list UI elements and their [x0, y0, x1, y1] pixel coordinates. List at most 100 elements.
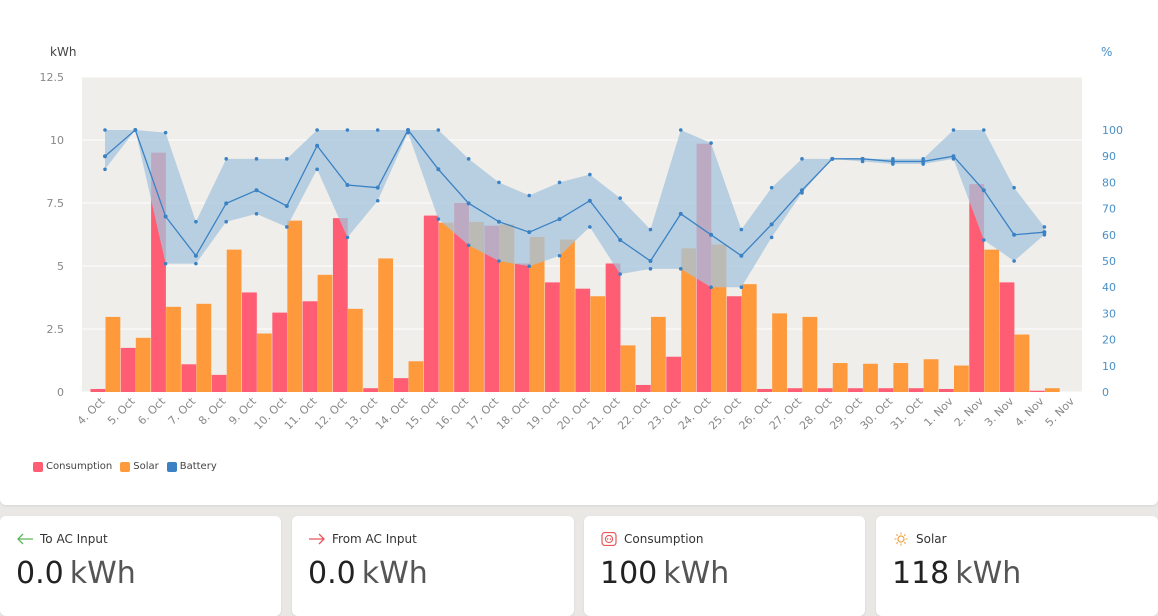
battery-min-point	[315, 167, 319, 172]
stat-title: From AC Input	[332, 532, 417, 546]
battery-point	[860, 156, 865, 161]
battery-min-point	[285, 225, 289, 229]
consumption-bar	[484, 225, 500, 392]
battery-point	[406, 128, 411, 132]
stat-title: To AC Input	[40, 532, 108, 546]
consumption-bar	[423, 215, 439, 392]
battery-point	[587, 198, 592, 203]
consumption-bar	[817, 388, 833, 392]
legend-swatch-battery	[166, 461, 177, 472]
battery-point	[193, 253, 198, 258]
consumption-bar	[302, 301, 318, 392]
x-tick-label: 5. Oct	[105, 394, 138, 427]
consumption-bar	[1029, 390, 1045, 392]
y-tick-label: 5	[57, 260, 64, 273]
stat-card-to-ac-input: To AC Input 0.0 kWh	[0, 516, 281, 616]
battery-point	[921, 159, 926, 164]
battery-max-point	[254, 157, 259, 161]
battery-max-point	[163, 130, 168, 135]
stat-value: 118 kWh	[892, 556, 1022, 591]
x-tick-label: 31. Oct	[888, 394, 926, 432]
solar-bar	[863, 363, 878, 392]
x-tick-label: 14. Oct	[373, 394, 411, 432]
y2-tick-label: 0	[1102, 386, 1109, 399]
battery-max-point	[739, 227, 744, 232]
battery-point	[436, 167, 441, 172]
y2-tick-label: 60	[1102, 229, 1116, 242]
battery-point	[648, 259, 653, 263]
consumption-bar	[666, 356, 682, 392]
battery-point	[557, 217, 562, 222]
stat-title: Consumption	[624, 532, 704, 546]
battery-point	[466, 201, 471, 206]
y-tick-label: 12.5	[40, 71, 65, 84]
battery-min-point	[497, 259, 501, 263]
battery-min-point	[163, 261, 168, 266]
power-outlet-icon	[601, 532, 617, 546]
solar-bar	[499, 224, 515, 392]
solar-bar	[772, 313, 787, 392]
legend-item-solar[interactable]: Solar	[120, 461, 159, 472]
y2-tick-label: 50	[1102, 255, 1116, 268]
solar-bar	[741, 284, 757, 392]
y2-tick-label: 20	[1102, 334, 1116, 347]
legend-item-battery[interactable]: Battery	[166, 461, 217, 472]
stat-card-from-ac-input: From AC Input 0.0 kWh	[292, 516, 574, 616]
chart-card: 0 2.5 5 7.5 10 12.5 0 10 20 30 40 50 60 70 80 90 100 kWh%…	[0, 0, 1158, 505]
chart-legend: Consumption Solar Battery	[33, 461, 217, 472]
battery-min-point	[375, 198, 380, 203]
battery-point	[496, 219, 501, 224]
battery-min-point	[648, 267, 653, 271]
x-tick-label: 13. Oct	[343, 394, 381, 432]
stat-value: 100 kWh	[600, 556, 730, 591]
legend-item-consumption[interactable]: Consumption	[33, 461, 112, 472]
battery-max-point	[951, 128, 956, 132]
battery-max-point	[375, 128, 380, 132]
x-tick-label: 18. Oct	[494, 394, 532, 432]
battery-point	[769, 222, 774, 227]
x-tick-label: 17. Oct	[464, 394, 502, 432]
arrow-right-icon	[309, 533, 325, 545]
consumption-bar	[757, 388, 772, 392]
battery-point	[678, 211, 683, 216]
solar-bar	[438, 222, 454, 392]
battery-point	[618, 238, 623, 243]
battery-point	[375, 185, 380, 190]
x-tick-label: 10. Oct	[252, 394, 290, 432]
solar-bar	[953, 365, 969, 392]
consumption-bar	[848, 388, 863, 392]
x-tick-label: 22. Oct	[615, 394, 653, 432]
solar-bar	[317, 274, 333, 392]
y-tick-label: 2.5	[47, 323, 65, 336]
battery-max-point	[769, 185, 774, 190]
consumption-bar	[908, 388, 924, 392]
battery-max-point	[1042, 225, 1047, 229]
x-tick-label: 5. Nov	[1043, 395, 1078, 430]
energy-chart: 0 2.5 5 7.5 10 12.5 0 10 20 30 40 50 60 70 80 90 100 kWh%…	[40, 45, 1124, 432]
battery-line	[104, 128, 1045, 262]
solar-bar	[802, 316, 818, 392]
stat-card-consumption: Consumption 100 kWh	[584, 516, 865, 616]
consumption-bar	[878, 388, 894, 392]
battery-max-point	[436, 128, 441, 132]
battery-point	[709, 232, 714, 237]
x-tick-label: 2. Nov	[952, 395, 987, 430]
battery-min-point	[709, 285, 713, 290]
consumption-bar	[726, 296, 742, 392]
solar-bar	[1014, 334, 1030, 392]
battery-point	[799, 188, 804, 193]
solar-bar	[893, 363, 909, 392]
x-tick-label: 27. Oct	[767, 394, 805, 432]
solar-bar	[347, 308, 363, 392]
consumption-bar	[332, 218, 348, 392]
x-tick-label: 3. Nov	[982, 395, 1017, 430]
solar-bar	[529, 237, 545, 392]
battery-max-point	[981, 128, 986, 132]
battery-max-point	[678, 128, 683, 132]
x-tick-label: 1. Nov	[921, 395, 956, 430]
x-tick-label: 8. Oct	[196, 394, 229, 427]
solar-bar	[620, 345, 636, 392]
consumption-bar	[969, 184, 985, 392]
battery-min-point	[981, 238, 986, 242]
x-tick-label: 12. Oct	[312, 394, 350, 432]
